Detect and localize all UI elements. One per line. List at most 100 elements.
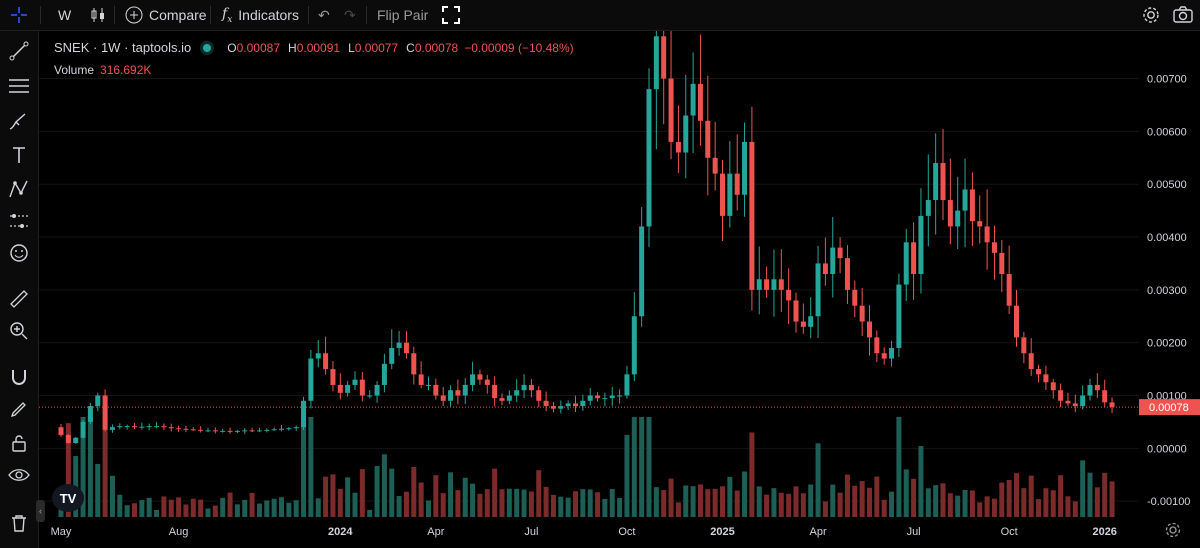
time-tick-label: Oct xyxy=(618,526,635,538)
crosshair-icon[interactable] xyxy=(8,0,30,30)
volume-bar xyxy=(595,492,601,517)
candle xyxy=(242,430,248,432)
volume-bar xyxy=(1102,472,1108,517)
undo-icon: ↶ xyxy=(318,6,330,23)
fullscreen-button[interactable] xyxy=(442,0,460,30)
volume-bar xyxy=(727,476,733,517)
volume-bar xyxy=(800,493,806,517)
price-scale[interactable]: 0.00700 0.00600 0.00500 0.00400 0.00300 0.002… xyxy=(1139,31,1200,517)
symbol-title[interactable]: SNEK · 1W · taptools.io xyxy=(54,40,192,55)
scale-settings-button[interactable] xyxy=(1163,520,1183,545)
volume-bar xyxy=(279,497,284,517)
hide-tool[interactable] xyxy=(7,463,31,487)
volume-bar xyxy=(154,509,160,517)
time-tick-label: 2026 xyxy=(1092,526,1116,538)
ruler-icon xyxy=(10,290,28,308)
candle xyxy=(837,247,843,259)
candle xyxy=(1050,382,1056,391)
fib-tool[interactable] xyxy=(7,74,31,98)
candle xyxy=(374,384,380,396)
price-tick-label: 0.00300 xyxy=(1147,285,1187,297)
price-tick-label: 0.00400 xyxy=(1147,232,1187,244)
zoom-tool[interactable] xyxy=(7,319,31,343)
low-value: 0.00077 xyxy=(354,40,399,55)
candle xyxy=(87,406,93,422)
candle xyxy=(558,406,564,409)
text-tool[interactable] xyxy=(7,143,31,167)
candle xyxy=(124,426,130,428)
volume-bar xyxy=(462,477,468,517)
volume-bar xyxy=(558,496,564,517)
candle xyxy=(154,426,160,428)
volume-bar xyxy=(639,417,645,517)
volume-bar xyxy=(771,488,777,517)
volume-bar xyxy=(308,417,314,517)
candle xyxy=(675,141,681,153)
interval-button[interactable]: W xyxy=(58,0,71,30)
volume-bar xyxy=(87,417,93,517)
volume-bar xyxy=(1028,475,1034,517)
pattern-tool[interactable] xyxy=(7,177,31,201)
volume-bar xyxy=(418,482,424,517)
last-price-badge xyxy=(1139,399,1200,416)
volume-bar xyxy=(918,446,924,517)
settings-button[interactable] xyxy=(1141,0,1161,30)
candle xyxy=(470,374,476,385)
candle xyxy=(947,200,953,227)
tradingview-logo[interactable]: TV xyxy=(52,484,84,512)
volume-bar xyxy=(448,472,454,517)
volume-bar xyxy=(220,497,226,517)
volume-bar xyxy=(624,434,630,517)
forecast-tool[interactable] xyxy=(7,209,31,233)
volume-bar xyxy=(631,417,637,517)
volume-bar xyxy=(844,474,850,517)
volume-bar xyxy=(822,501,828,517)
volume-bar xyxy=(573,491,578,517)
volume-bar xyxy=(911,478,917,517)
compare-button[interactable]: Compare xyxy=(125,0,207,30)
candle xyxy=(426,384,431,386)
stay-in-drawing-tool[interactable] xyxy=(7,397,31,421)
volume-bar xyxy=(984,496,990,517)
candle xyxy=(624,374,630,396)
candle xyxy=(742,141,748,195)
magnet-icon xyxy=(12,370,26,385)
volume-bar xyxy=(683,485,689,517)
chart-type-button[interactable] xyxy=(90,0,106,30)
indicators-button[interactable]: fx Indicators xyxy=(222,0,299,30)
brush-tool[interactable] xyxy=(7,109,31,133)
candle xyxy=(381,363,387,385)
volume-bar xyxy=(793,486,799,517)
magnet-tool[interactable] xyxy=(7,365,31,389)
volume-bar xyxy=(161,496,167,517)
undo-button[interactable]: ↶ xyxy=(318,0,330,30)
candle xyxy=(889,347,895,359)
remove-tool[interactable] xyxy=(7,511,31,535)
candle xyxy=(1006,274,1012,306)
redo-button[interactable]: ↷ xyxy=(344,0,356,30)
emoji-icon xyxy=(10,244,28,262)
trend-line-tool[interactable] xyxy=(7,39,31,63)
emoji-tool[interactable] xyxy=(7,241,31,265)
candle xyxy=(1028,353,1034,370)
lock-tool[interactable] xyxy=(7,431,31,455)
volume-label: Volume xyxy=(54,63,95,77)
candle xyxy=(565,403,571,407)
volume-bar xyxy=(881,499,887,517)
chart-pane[interactable] xyxy=(39,31,1139,517)
time-scale[interactable]: May Aug 2024 Apr Jul Oct 2025 Apr Jul Oct 2026 xyxy=(39,517,1139,548)
candle xyxy=(1109,402,1115,408)
collapse-toolbar-button[interactable]: ‹ xyxy=(36,500,45,522)
last-price-label: 0.00078 xyxy=(1149,402,1189,414)
candle xyxy=(984,226,990,243)
candle xyxy=(720,173,725,216)
open-value: 0.00087 xyxy=(236,40,281,55)
candle xyxy=(499,398,505,401)
measure-tool[interactable] xyxy=(7,286,31,310)
volume-bar xyxy=(124,505,130,517)
candle xyxy=(132,426,137,428)
candle xyxy=(844,258,850,290)
flip-pair-button[interactable]: Flip Pair xyxy=(377,0,428,30)
snapshot-button[interactable] xyxy=(1173,0,1193,30)
volume-bar xyxy=(367,509,373,517)
